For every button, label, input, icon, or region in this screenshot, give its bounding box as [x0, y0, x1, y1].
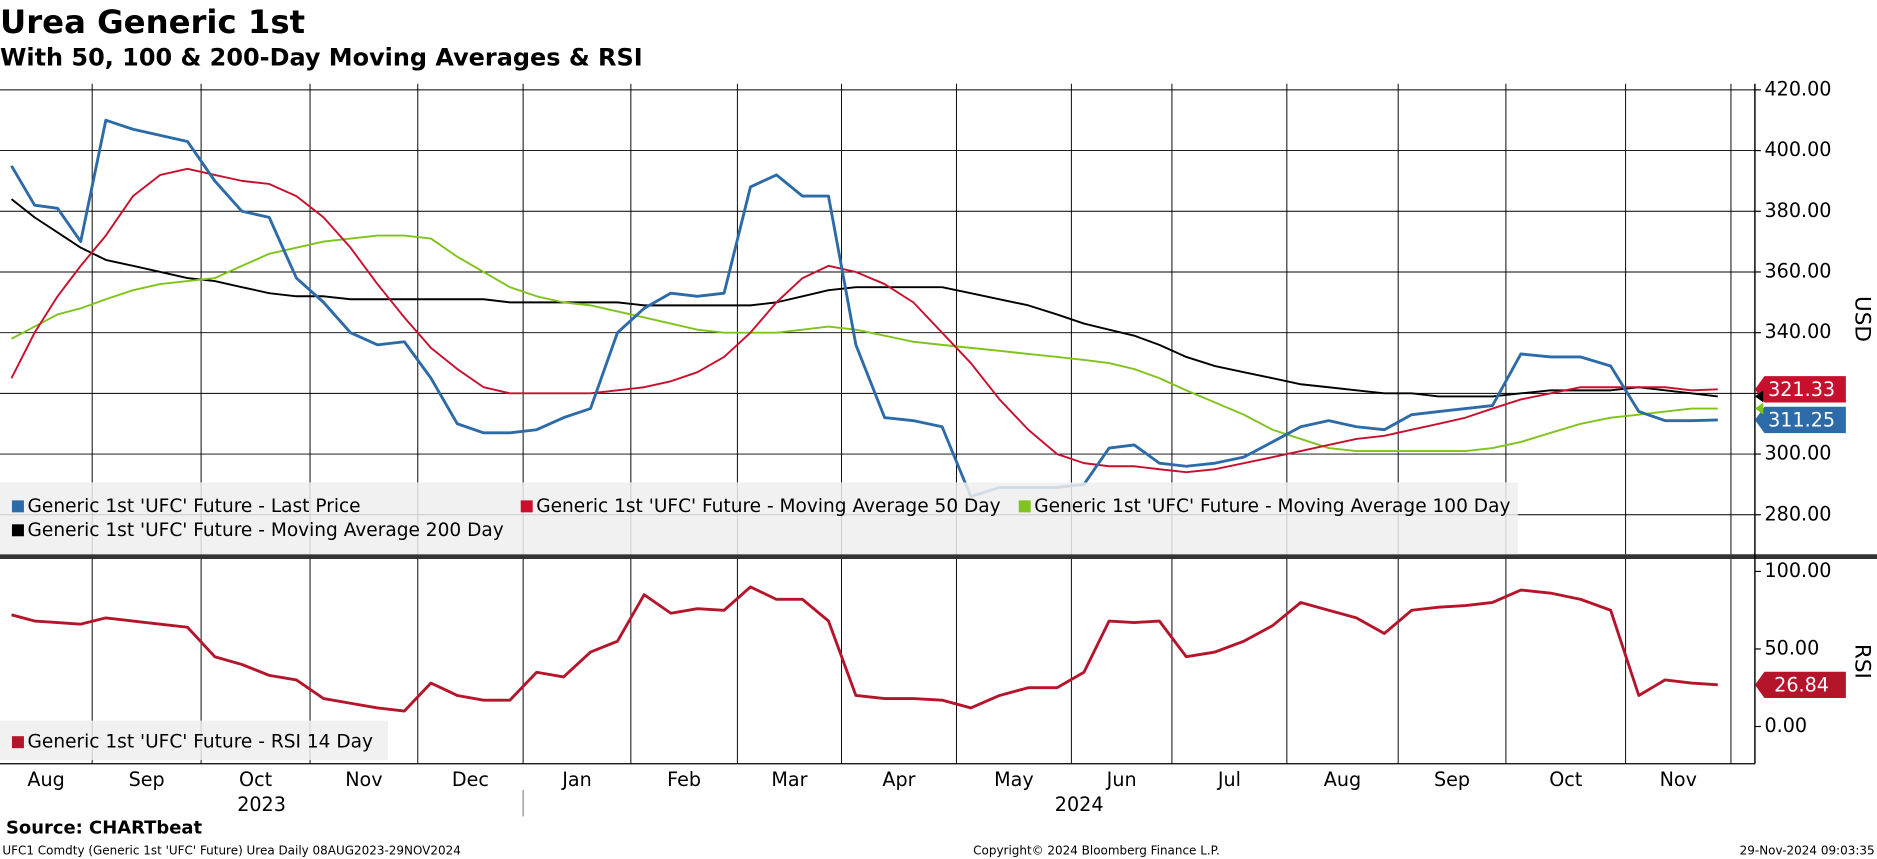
x-tick-label: Jul: [1217, 768, 1241, 791]
legend-label: Generic 1st 'UFC' Future - Moving Averag…: [536, 496, 1000, 517]
y-axis-label: USD: [1849, 296, 1874, 342]
value-tag: [1754, 671, 1846, 699]
source: Source: CHARTbeat: [6, 817, 202, 838]
x-tick-label: Oct: [239, 768, 273, 791]
value-marker: [1754, 402, 1764, 415]
x-tick-label: Aug: [1324, 768, 1361, 791]
legend-swatch: [11, 736, 24, 749]
y-tick-label: 420.00: [1764, 77, 1831, 100]
legend-swatch: [1018, 500, 1031, 513]
x-tick-label: Apr: [882, 768, 915, 791]
value-tag-label: 26.84: [1774, 674, 1829, 697]
legend-label: Generic 1st 'UFC' Future - Moving Averag…: [1034, 496, 1510, 517]
y-axis-label: RSI: [1849, 644, 1874, 679]
value-tag-label: 321.33: [1768, 378, 1835, 401]
legend-swatch: [520, 500, 533, 513]
value-tag: [1754, 376, 1846, 403]
chart-subtitle: With 50, 100 & 200-Day Moving Averages &…: [0, 44, 643, 72]
y-tick-label: 50.00: [1764, 636, 1819, 659]
x-tick-label: Aug: [27, 768, 64, 791]
legend-label: Generic 1st 'UFC' Future - RSI 14 Day: [28, 732, 373, 753]
y-tick-label: 100.00: [1764, 559, 1831, 582]
series-line: [10, 118, 1718, 498]
y-tick-label: 0.00: [1764, 714, 1807, 737]
value-marker: [1754, 390, 1764, 403]
legend-swatch: [11, 500, 24, 513]
footer-center: Copyright© 2024 Bloomberg Finance L.P.: [973, 844, 1220, 858]
legend-box: [0, 720, 388, 761]
x-year-label: 2024: [1055, 793, 1104, 816]
x-tick-label: Jan: [561, 768, 592, 791]
series-line: [10, 198, 1718, 398]
legend-label: Generic 1st 'UFC' Future - Last Price: [28, 496, 361, 517]
value-tag-label: 311.25: [1768, 409, 1835, 432]
x-year-label: 2023: [237, 793, 286, 816]
x-tick-label: May: [994, 768, 1034, 791]
y-tick-label: 380.00: [1764, 199, 1831, 222]
x-tick-label: Oct: [1549, 768, 1583, 791]
y-tick-label: 360.00: [1764, 259, 1831, 282]
legend-label: Generic 1st 'UFC' Future - Moving Averag…: [28, 520, 504, 541]
legend-swatch: [11, 524, 24, 537]
y-tick-label: 300.00: [1764, 442, 1831, 465]
series-line: [11, 585, 1718, 713]
x-tick-label: Nov: [345, 768, 382, 791]
x-tick-label: Feb: [667, 768, 701, 791]
x-tick-label: Jun: [1106, 768, 1137, 791]
x-tick-label: Mar: [771, 768, 807, 791]
x-tick-label: Sep: [129, 768, 165, 791]
y-tick-label: 400.00: [1764, 138, 1831, 161]
y-tick-label: 340.00: [1764, 320, 1831, 343]
legend-box: [0, 482, 1518, 555]
y-tick-label: 280.00: [1764, 502, 1831, 525]
x-tick-label: Dec: [452, 768, 489, 791]
footer-right: 29-Nov-2024 09:03:35: [1740, 844, 1875, 858]
footer-left: UFC1 Comdty (Generic 1st 'UFC' Future) U…: [2, 844, 460, 858]
chart-title: Urea Generic 1st: [0, 3, 305, 41]
x-tick-label: Sep: [1434, 768, 1470, 791]
x-tick-label: Nov: [1660, 768, 1697, 791]
value-tag: [1754, 406, 1846, 434]
